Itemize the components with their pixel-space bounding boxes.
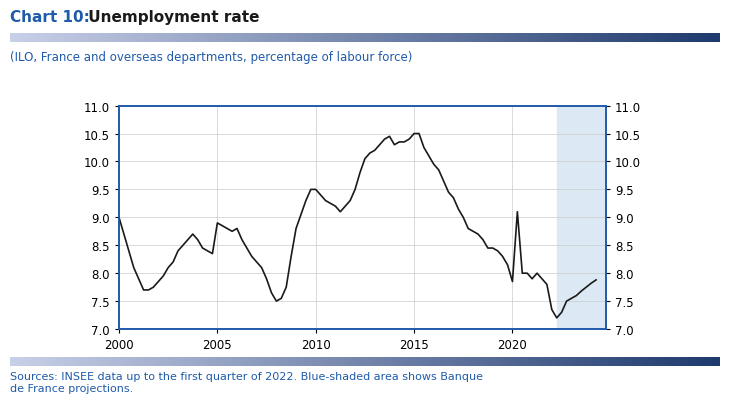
- Text: (ILO, France and overseas departments, percentage of labour force): (ILO, France and overseas departments, p…: [10, 51, 412, 64]
- Text: Unemployment rate: Unemployment rate: [83, 10, 260, 25]
- Bar: [557, 106, 606, 329]
- Text: Chart 10:: Chart 10:: [10, 10, 90, 25]
- Text: Sources: INSEE data up to the first quarter of 2022. Blue-shaded area shows Banq: Sources: INSEE data up to the first quar…: [10, 371, 483, 393]
